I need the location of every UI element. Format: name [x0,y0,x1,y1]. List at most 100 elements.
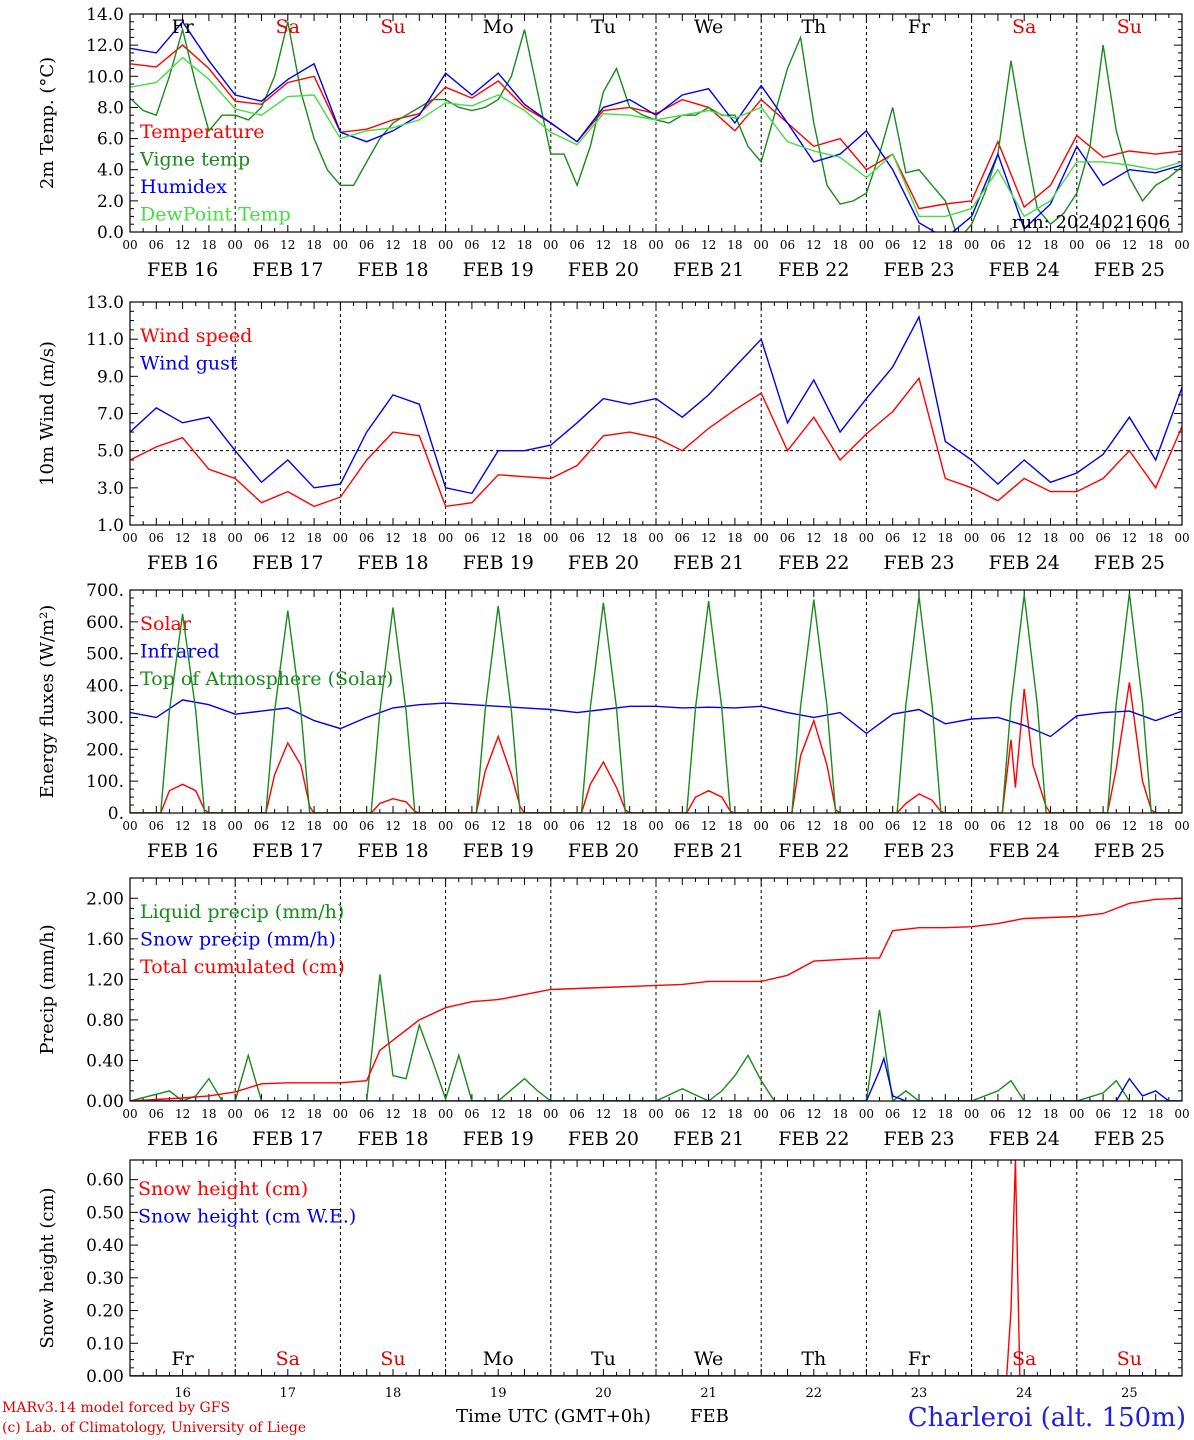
series-line-2 [130,699,1182,738]
day-number-label: 24 [1016,1386,1033,1401]
hour-tick-label: 00 [964,1107,979,1121]
legend-entry: DewPoint Temp [140,204,291,226]
hour-tick-label: 12 [596,238,611,252]
hour-tick-label: 06 [359,1107,374,1121]
series-line-4 [130,56,1182,218]
date-label: FEB 24 [989,259,1060,281]
run-label: run: 2024021606 [1012,212,1170,233]
panel-4: 0.00 0.40 0.80 1.20 1.60 2.00 Precip (mm/h) Liq… [37,877,1190,1150]
y-axis-label: 10m Wind (m/s) [37,341,58,486]
y-tick-label: 0.10 [86,1334,124,1354]
hour-tick-label: 18 [306,531,321,545]
hour-tick-label: 00 [964,238,979,252]
hour-tick-label: 06 [464,819,479,833]
hour-tick-label: 18 [1043,531,1058,545]
model-credit: MARv3.14 model forced by GFS [2,1400,231,1416]
y-tick-label: 600. [86,613,124,633]
hour-tick-label: 12 [1017,238,1032,252]
hour-tick-label: 00 [228,531,243,545]
hour-tick-label: 00 [228,1107,243,1121]
hour-tick-label: 12 [175,819,190,833]
y-tick-label: 400. [86,677,124,697]
hour-tick-label: 12 [280,1107,295,1121]
hour-tick-label: 12 [911,531,926,545]
hour-tick-label: 12 [596,819,611,833]
hour-tick-label: 06 [254,1107,269,1121]
hour-tick-label: 18 [938,1107,953,1121]
hour-tick-label: 00 [438,1107,453,1121]
hour-tick-label: 06 [1095,531,1110,545]
series-line-3 [130,20,1182,232]
hour-tick-label: 12 [806,819,821,833]
panel-frame [129,13,1183,233]
hour-tick-label: 18 [1043,238,1058,252]
legend-entry: Vigne temp [139,149,250,171]
series-line-1 [130,682,1182,813]
y-tick-label: 2.0 [97,192,124,212]
weekday-label: Th [801,16,826,38]
hour-tick-label: 00 [859,238,874,252]
y-tick-label: 5.0 [97,442,124,462]
date-label: FEB 23 [883,259,954,281]
date-label: FEB 19 [463,1128,534,1150]
y-tick-label: 300. [86,708,124,728]
date-label: FEB 19 [463,840,534,862]
hour-tick-label: 06 [885,238,900,252]
date-label: FEB 24 [989,840,1060,862]
y-tick-label: 0.00 [86,1092,124,1112]
hour-tick-label: 06 [569,819,584,833]
hour-tick-label: 06 [780,531,795,545]
day-number-label: 20 [595,1386,612,1401]
day-number-label: 21 [700,1386,717,1401]
hour-tick-label: 12 [701,1107,716,1121]
hour-tick-label: 12 [806,238,821,252]
weekday-label: Tu [591,16,616,38]
hour-tick-label: 18 [832,1107,847,1121]
hour-tick-label: 00 [859,819,874,833]
date-label: FEB 24 [989,552,1060,574]
hour-tick-label: 12 [1017,531,1032,545]
hour-tick-label: 12 [491,531,506,545]
date-label: FEB 16 [147,1128,218,1150]
hour-tick-label: 18 [832,238,847,252]
y-tick-label: 2.00 [86,889,124,909]
date-label: FEB 18 [357,840,428,862]
legend-entry: Wind gust [140,353,238,375]
hour-tick-label: 18 [1148,238,1163,252]
hour-tick-label: 18 [201,1107,216,1121]
y-tick-label: 1.60 [86,930,124,950]
y-tick-label: 7.0 [97,405,124,425]
hour-tick-label: 18 [306,1107,321,1121]
hour-tick-label: 06 [780,238,795,252]
panel-frame [129,301,1183,526]
hour-tick-label: 00 [859,1107,874,1121]
hour-tick-label: 18 [306,238,321,252]
hour-tick-label: 00 [754,238,769,252]
panel-5: 0.00 0.10 0.20 0.30 0.40 0.50 0.60 Snow height … [37,1159,1183,1401]
y-tick-label: 10.0 [86,67,124,87]
panel-frame [129,589,1183,814]
hour-tick-label: 00 [648,531,663,545]
date-label: FEB 23 [883,552,954,574]
hour-tick-label: 06 [885,819,900,833]
legend-entry: Snow height (cm) [138,1178,308,1200]
hour-tick-label: 00 [333,819,348,833]
series-line-2 [130,1055,1182,1101]
series-line-3 [130,593,1182,813]
y-tick-label: 6.0 [97,130,124,150]
hour-tick-label: 00 [964,819,979,833]
weekday-label: Fr [908,1348,931,1370]
date-label: FEB 21 [673,1128,744,1150]
panel-frame [129,877,1183,1102]
series-line-1 [130,1160,1182,1376]
hour-tick-label: 00 [333,1107,348,1121]
hour-tick-label: 12 [911,238,926,252]
hour-tick-label: 06 [990,819,1005,833]
y-tick-label: 500. [86,645,124,665]
hour-tick-label: 12 [175,1107,190,1121]
hour-tick-label: 06 [569,531,584,545]
hour-tick-label: 00 [543,531,558,545]
hour-tick-label: 00 [1174,238,1189,252]
hour-tick-label: 18 [1148,531,1163,545]
hour-tick-label: 06 [149,1107,164,1121]
